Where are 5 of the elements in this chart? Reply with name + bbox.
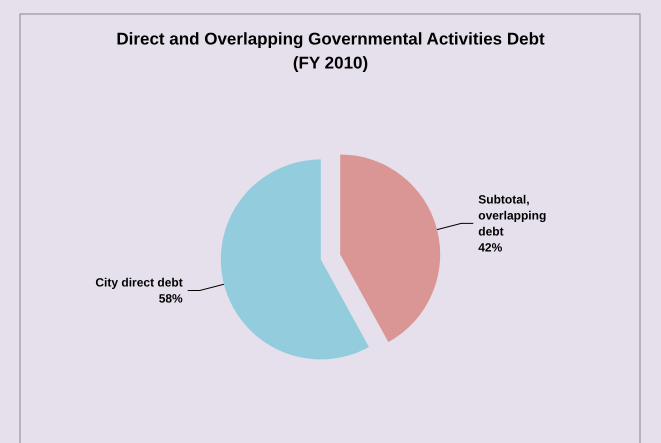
slice-label: City direct debt xyxy=(95,276,183,290)
data-label: 58% xyxy=(158,292,184,306)
slice-label: Subtotal, overlapping debt xyxy=(478,192,550,238)
chart-title: Direct and Overlapping Governmental Activities Debt (FY 2010) xyxy=(116,30,545,72)
data-label: 42% xyxy=(478,240,503,254)
